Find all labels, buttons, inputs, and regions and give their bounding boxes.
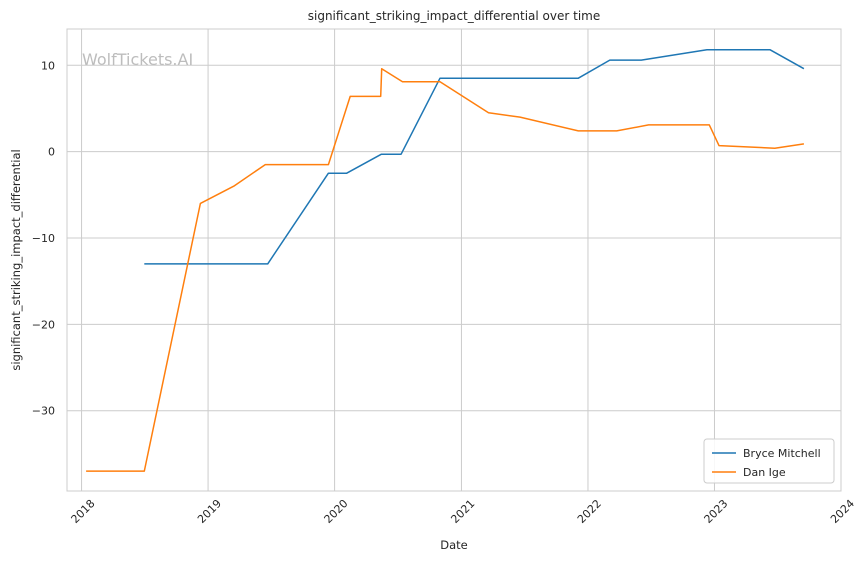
legend-label-dan-ige: Dan Ige <box>743 466 786 479</box>
chart-title: significant_striking_impact_differential… <box>308 9 600 23</box>
series-line-dan-ige <box>86 67 805 472</box>
y-tick-label: 0 <box>48 146 55 159</box>
y-tick-labels: 10 0 −10 −20 −30 <box>32 59 55 417</box>
series-lines <box>86 48 805 472</box>
grid <box>67 29 842 491</box>
y-tick-label: −30 <box>32 405 55 418</box>
series-line-bryce-mitchell <box>144 48 805 265</box>
legend-label-bryce-mitchell: Bryce Mitchell <box>743 447 821 460</box>
x-axis-title: Date <box>440 538 468 552</box>
y-tick-label: −10 <box>32 232 55 245</box>
plot-frame <box>66 28 842 492</box>
y-tick-label: 10 <box>41 59 55 72</box>
legend: Bryce Mitchell Dan Ige <box>703 438 835 484</box>
legend-box <box>703 438 835 484</box>
watermark: WolfTickets.AI <box>82 50 193 69</box>
y-tick-label: −20 <box>32 318 55 331</box>
y-axis-title: significant_striking_impact_differential <box>9 149 23 370</box>
